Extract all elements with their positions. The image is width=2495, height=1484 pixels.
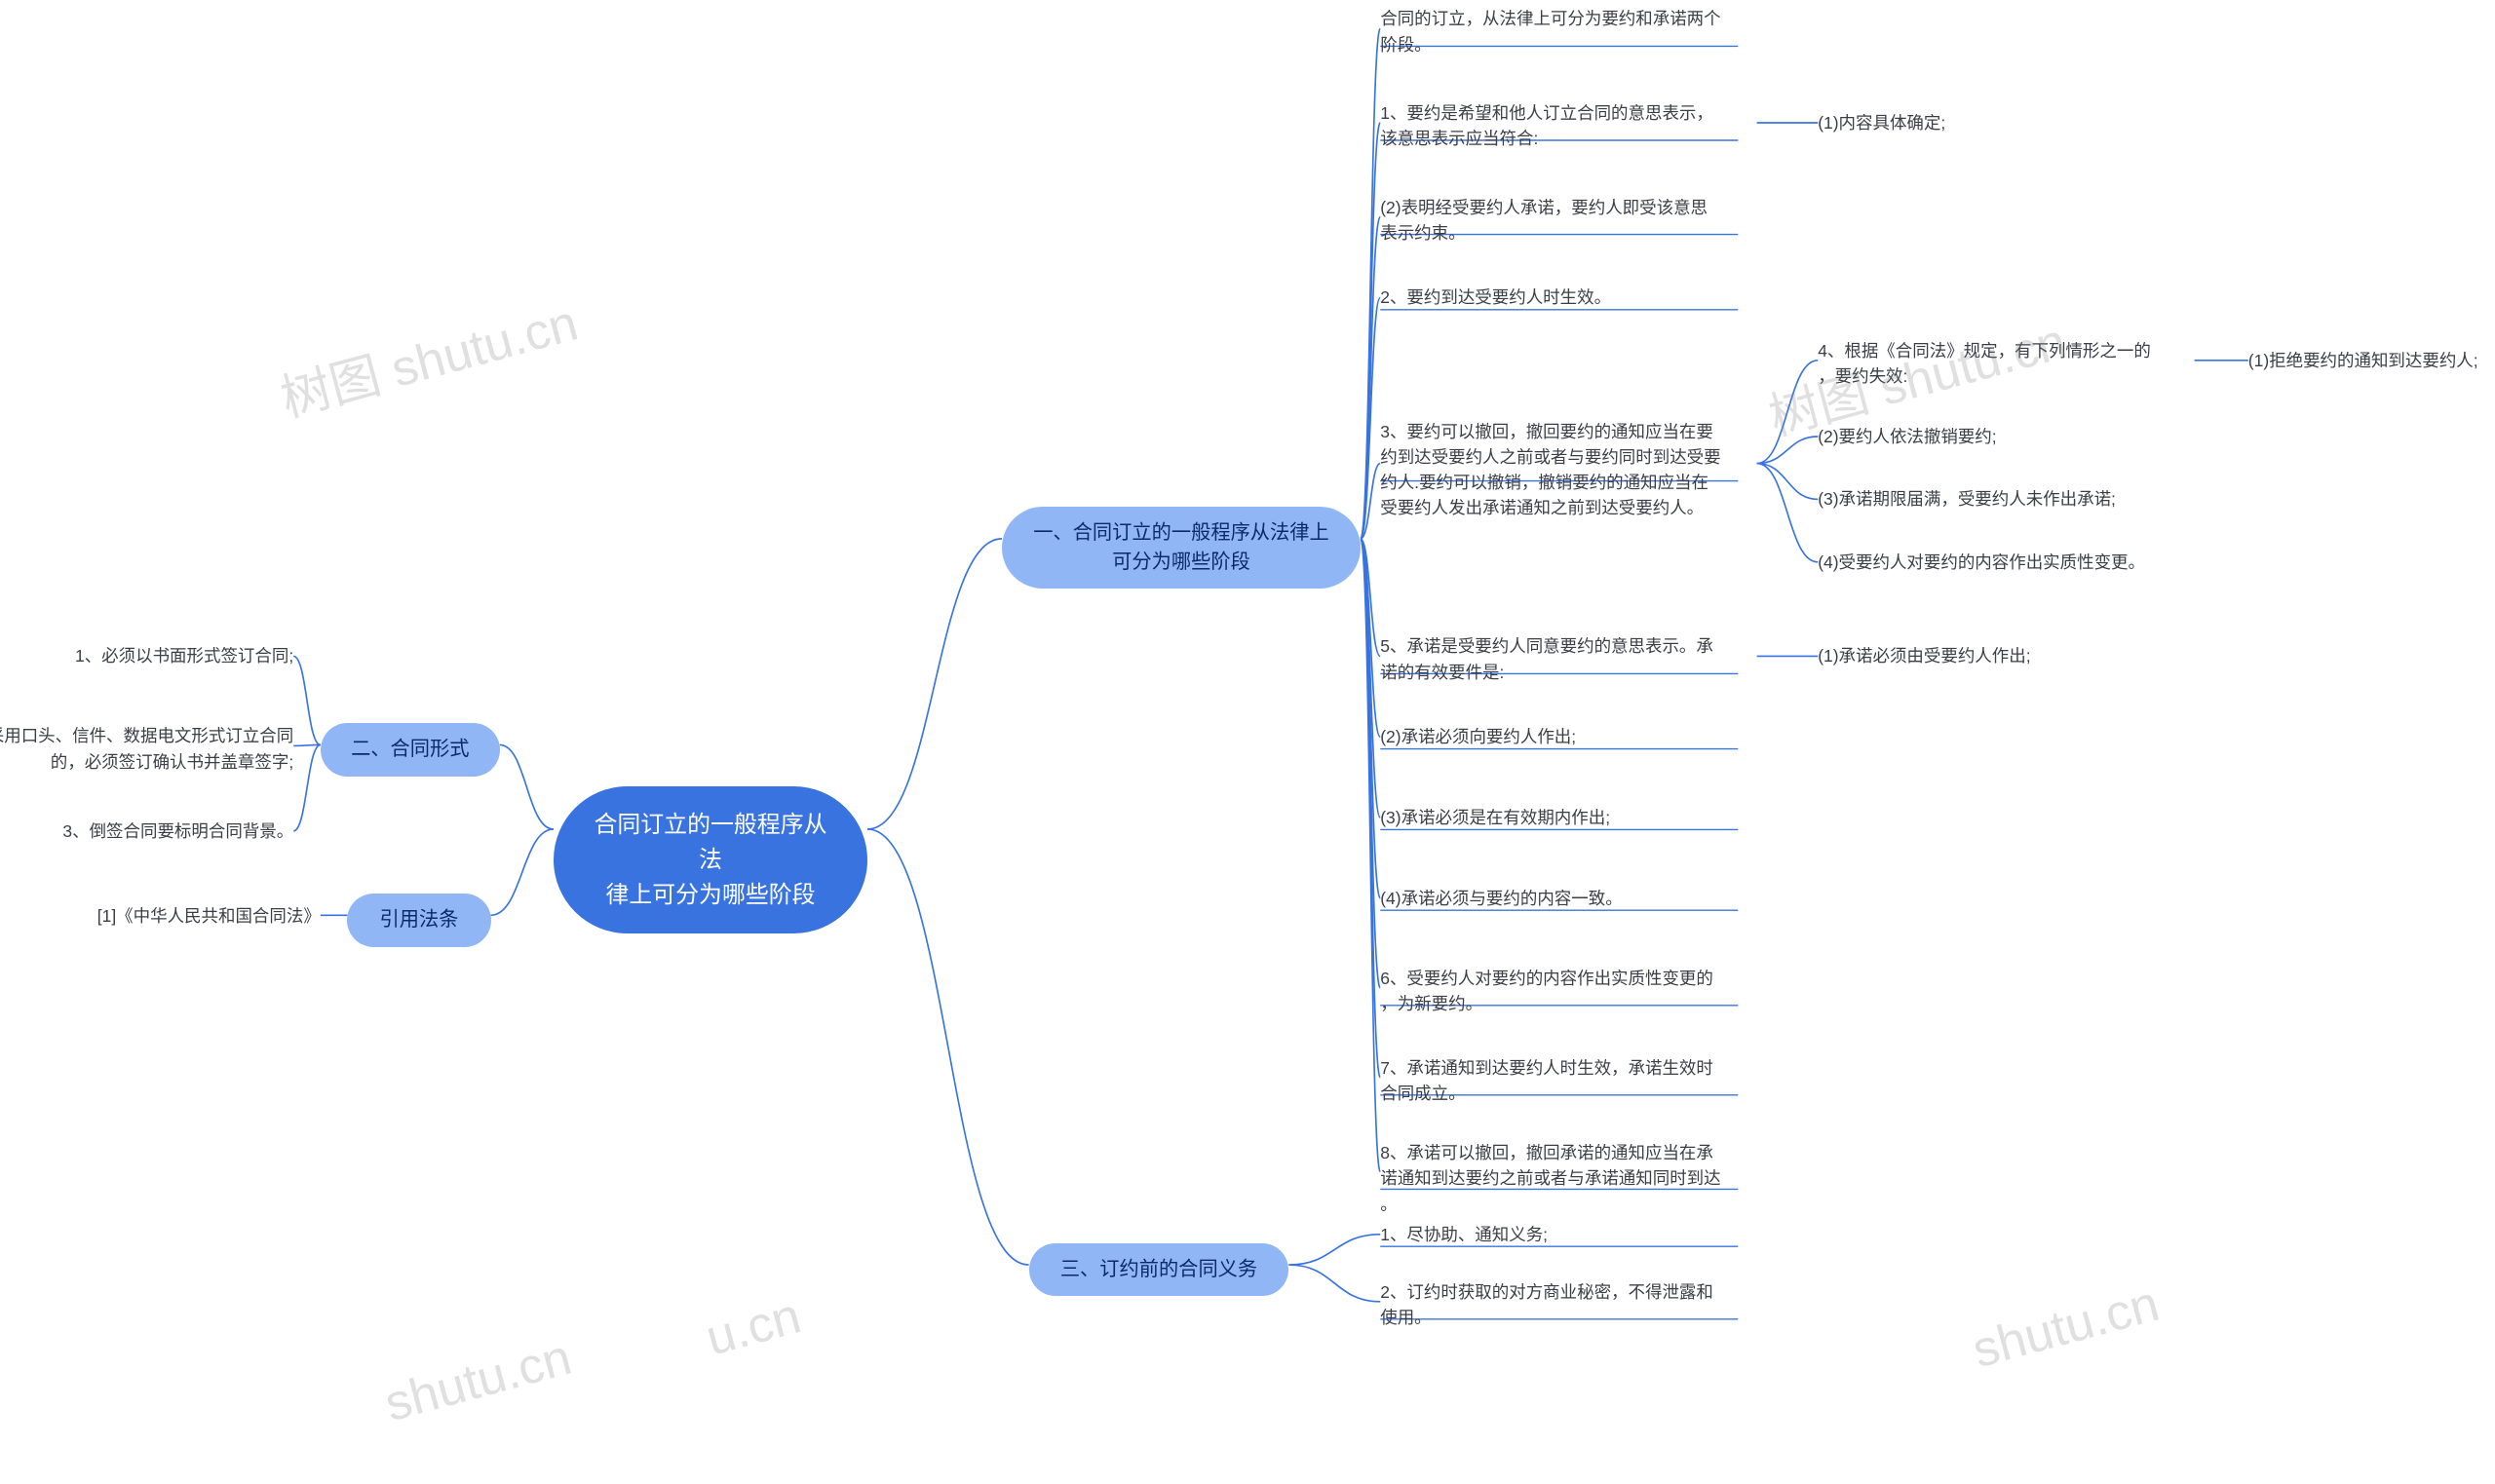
b4: 引用法条 xyxy=(347,894,490,946)
b1c5a1-label: (1)拒绝要约的通知到达要约人; xyxy=(2248,348,2478,373)
b1c9-label: (4)承诺必须与要约的内容一致。 xyxy=(1380,886,1622,911)
b1c7: (2)承诺必须向要约人作出; xyxy=(1380,723,1756,750)
mindmap-canvas: 合同订立的一般程序从法 律上可分为哪些阶段 一、合同订立的一般程序从法律上 可分为… xyxy=(0,0,2495,1484)
b2c3: 3、倒签合同要标明合同背景。 xyxy=(0,818,293,845)
b1c6-label: 5、承诺是受要约人同意要约的意思表示。承 诺的有效要件是: xyxy=(1380,633,1713,684)
b1c1: 合同的订立，从法律上可分为要约和承诺两个 阶段。 xyxy=(1380,6,1756,57)
b1c2-label: 1、要约是希望和他人订立合同的意思表示， 该意思表示应当符合: xyxy=(1380,100,1713,151)
b1c5d: (4)受要约人对要约的内容作出实质性变更。 xyxy=(1818,549,2194,576)
b1c8: (3)承诺必须是在有效期内作出; xyxy=(1380,804,1756,831)
b1c6: 5、承诺是受要约人同意要约的意思表示。承 诺的有效要件是: xyxy=(1380,633,1756,684)
b1c7-label: (2)承诺必须向要约人作出; xyxy=(1380,724,1576,749)
b1: 一、合同订立的一般程序从法律上 可分为哪些阶段 xyxy=(1002,507,1361,590)
b1c4-label: 2、要约到达受要约人时生效。 xyxy=(1380,285,1611,310)
b1c12-label: 8、承诺可以撤回，撤回承诺的通知应当在承 诺通知到达要约之前或者与承诺通知同时到… xyxy=(1380,1140,1720,1217)
b3: 三、订约前的合同义务 xyxy=(1029,1243,1289,1296)
b3c2-label: 2、订约时获取的对方商业秘密，不得泄露和 使用。 xyxy=(1380,1279,1713,1330)
b1c5: 3、要约可以撤回，撤回要约的通知应当在要 约到达受要约人之前或者与要约同时到达受… xyxy=(1380,419,1756,521)
b1c9: (4)承诺必须与要约的内容一致。 xyxy=(1380,885,1756,912)
b1c3: (2)表明经受要约人承诺，要约人即受该意思 表示约束。 xyxy=(1380,195,1756,246)
b2c2-label: 2、采用口头、信件、数据电文形式订立合同 的，必须签订确认书并盖章签字; xyxy=(0,723,293,774)
b1c5c: (3)承诺期限届满，受要约人未作出承诺; xyxy=(1818,486,2194,514)
b1c2: 1、要约是希望和他人订立合同的意思表示， 该意思表示应当符合: xyxy=(1380,100,1756,151)
b1c11-label: 7、承诺通知到达要约人时生效，承诺生效时 合同成立。 xyxy=(1380,1055,1713,1106)
b1-label: 一、合同订立的一般程序从法律上 可分为哪些阶段 xyxy=(1033,518,1329,578)
b1c5-label: 3、要约可以撤回，撤回要约的通知应当在要 约到达受要约人之前或者与要约同时到达受… xyxy=(1380,419,1720,521)
b2c1-label: 1、必须以书面形式签订合同; xyxy=(75,643,293,668)
b2c3-label: 3、倒签合同要标明合同背景。 xyxy=(62,818,293,844)
b1c10-label: 6、受要约人对要约的内容作出实质性变更的 ，为新要约。 xyxy=(1380,966,1713,1016)
b2: 二、合同形式 xyxy=(321,723,500,776)
b1c1-label: 合同的订立，从法律上可分为要约和承诺两个 阶段。 xyxy=(1380,6,1720,57)
b2c1: 1、必须以书面形式签订合同; xyxy=(0,643,293,670)
b1c11: 7、承诺通知到达要约人时生效，承诺生效时 合同成立。 xyxy=(1380,1055,1756,1106)
b1c5c-label: (3)承诺期限届满，受要约人未作出承诺; xyxy=(1818,486,2116,512)
b1c4: 2、要约到达受要约人时生效。 xyxy=(1380,285,1756,312)
b1c5d-label: (4)受要约人对要约的内容作出实质性变更。 xyxy=(1818,550,2145,575)
central-node-label: 合同订立的一般程序从法 律上可分为哪些阶段 xyxy=(589,808,832,913)
central-node: 合同订立的一般程序从法 律上可分为哪些阶段 xyxy=(554,786,867,934)
b1c2a: (1)内容具体确定; xyxy=(1818,109,2087,136)
b4c1-label: [1]《中华人民共和国合同法》 xyxy=(97,903,321,929)
b3-label: 三、订约前的合同义务 xyxy=(1060,1255,1257,1284)
b1c8-label: (3)承诺必须是在有效期内作出; xyxy=(1380,805,1610,830)
b1c6a-label: (1)承诺必须由受要约人作出; xyxy=(1818,643,2030,668)
b1c5a1: (1)拒绝要约的通知到达要约人; xyxy=(2248,347,2495,374)
b4-label: 引用法条 xyxy=(380,905,459,934)
b1c12: 8、承诺可以撤回，撤回承诺的通知应当在承 诺通知到达要约之前或者与承诺通知同时到… xyxy=(1380,1140,1756,1217)
b3c1-label: 1、尽协助、通知义务; xyxy=(1380,1222,1548,1247)
b3c1: 1、尽协助、通知义务; xyxy=(1380,1221,1756,1248)
b1c10: 6、受要约人对要约的内容作出实质性变更的 ，为新要约。 xyxy=(1380,966,1756,1016)
b3c2: 2、订约时获取的对方商业秘密，不得泄露和 使用。 xyxy=(1380,1279,1756,1330)
b2c2: 2、采用口头、信件、数据电文形式订立合同 的，必须签订确认书并盖章签字; xyxy=(0,723,293,774)
b1c5b: (2)要约人依法撤销要约; xyxy=(1818,423,2194,450)
b1c3-label: (2)表明经受要约人承诺，要约人即受该意思 表示约束。 xyxy=(1380,195,1708,246)
b4c1: [1]《中华人民共和国合同法》 xyxy=(7,902,321,930)
b1c2a-label: (1)内容具体确定; xyxy=(1818,110,1945,135)
b1c6a: (1)承诺必须由受要约人作出; xyxy=(1818,643,2140,670)
b2-label: 二、合同形式 xyxy=(351,735,469,764)
